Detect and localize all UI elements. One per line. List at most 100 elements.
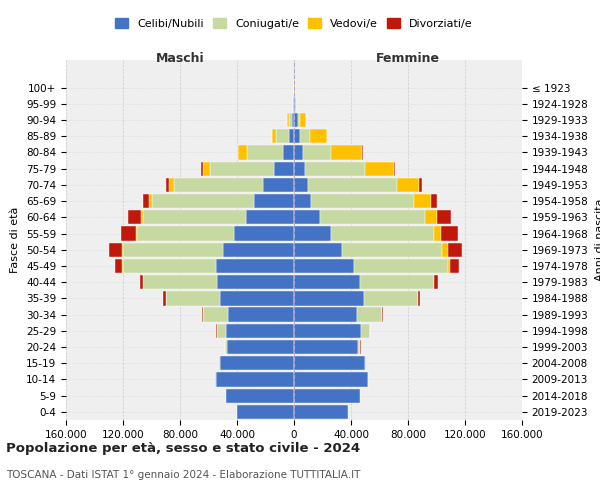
Bar: [226, 388, 294, 403]
Bar: [294, 405, 348, 419]
Bar: [331, 226, 434, 240]
Bar: [210, 162, 274, 176]
Text: TOSCANA - Dati ISTAT 1° gennaio 2024 - Elaborazione TUTTITALIA.IT: TOSCANA - Dati ISTAT 1° gennaio 2024 - E…: [6, 470, 361, 480]
Bar: [163, 291, 166, 306]
Bar: [419, 178, 422, 192]
Bar: [238, 146, 247, 160]
Legend: Celibi/Nubili, Coniugati/e, Vedovi/e, Divorziati/e: Celibi/Nubili, Coniugati/e, Vedovi/e, Di…: [111, 14, 477, 33]
Bar: [289, 113, 292, 127]
Bar: [298, 113, 301, 127]
Bar: [109, 242, 122, 257]
Bar: [441, 226, 458, 240]
Bar: [305, 162, 365, 176]
Text: Popolazione per età, sesso e stato civile - 2024: Popolazione per età, sesso e stato civil…: [6, 442, 360, 455]
Bar: [397, 178, 419, 192]
Bar: [136, 226, 137, 240]
Bar: [263, 178, 294, 192]
Bar: [294, 210, 320, 224]
Bar: [301, 113, 306, 127]
Bar: [294, 259, 354, 273]
Bar: [414, 194, 431, 208]
Bar: [311, 194, 414, 208]
Bar: [294, 275, 359, 289]
Bar: [283, 146, 294, 160]
Bar: [274, 162, 294, 176]
Bar: [227, 340, 294, 354]
Bar: [300, 129, 310, 144]
Bar: [276, 129, 289, 144]
Bar: [220, 291, 294, 306]
Bar: [359, 275, 434, 289]
Bar: [294, 324, 361, 338]
Bar: [331, 146, 362, 160]
Bar: [220, 356, 294, 370]
Bar: [431, 194, 437, 208]
Bar: [219, 356, 220, 370]
Bar: [358, 340, 360, 354]
Bar: [294, 146, 302, 160]
Bar: [215, 259, 294, 273]
Bar: [225, 340, 227, 354]
Bar: [294, 388, 359, 403]
Bar: [434, 226, 441, 240]
Bar: [123, 242, 223, 257]
Bar: [140, 275, 143, 289]
Y-axis label: Anni di nascita: Anni di nascita: [595, 198, 600, 281]
Bar: [292, 113, 294, 127]
Bar: [289, 129, 294, 144]
Bar: [141, 210, 143, 224]
Bar: [122, 259, 123, 273]
Text: Femmine: Femmine: [376, 52, 440, 65]
Bar: [174, 178, 263, 192]
Bar: [166, 178, 169, 192]
Bar: [122, 242, 123, 257]
Bar: [272, 129, 276, 144]
Bar: [294, 356, 365, 370]
Bar: [294, 308, 356, 322]
Bar: [123, 259, 215, 273]
Bar: [254, 194, 294, 208]
Bar: [295, 96, 296, 111]
Bar: [149, 194, 151, 208]
Bar: [143, 194, 149, 208]
Bar: [151, 194, 254, 208]
Bar: [226, 324, 294, 338]
Bar: [294, 226, 331, 240]
Bar: [294, 96, 295, 111]
Bar: [287, 113, 289, 127]
Bar: [442, 242, 448, 257]
Bar: [294, 291, 364, 306]
Bar: [215, 372, 294, 386]
Bar: [356, 308, 382, 322]
Bar: [310, 129, 327, 144]
Text: Maschi: Maschi: [155, 52, 205, 65]
Bar: [320, 210, 425, 224]
Bar: [425, 210, 437, 224]
Bar: [418, 291, 421, 306]
Bar: [354, 259, 448, 273]
Bar: [143, 210, 245, 224]
Bar: [137, 226, 234, 240]
Bar: [245, 210, 294, 224]
Bar: [143, 275, 217, 289]
Bar: [294, 162, 305, 176]
Y-axis label: Fasce di età: Fasce di età: [10, 207, 20, 273]
Bar: [202, 308, 203, 322]
Bar: [294, 178, 308, 192]
Bar: [115, 259, 122, 273]
Bar: [308, 178, 397, 192]
Bar: [294, 242, 343, 257]
Bar: [448, 242, 462, 257]
Bar: [448, 259, 450, 273]
Bar: [434, 275, 438, 289]
Bar: [169, 178, 175, 192]
Bar: [294, 194, 311, 208]
Bar: [217, 324, 226, 338]
Bar: [234, 226, 294, 240]
Bar: [394, 162, 395, 176]
Bar: [229, 308, 294, 322]
Bar: [294, 340, 358, 354]
Bar: [294, 113, 298, 127]
Bar: [450, 259, 458, 273]
Bar: [217, 275, 294, 289]
